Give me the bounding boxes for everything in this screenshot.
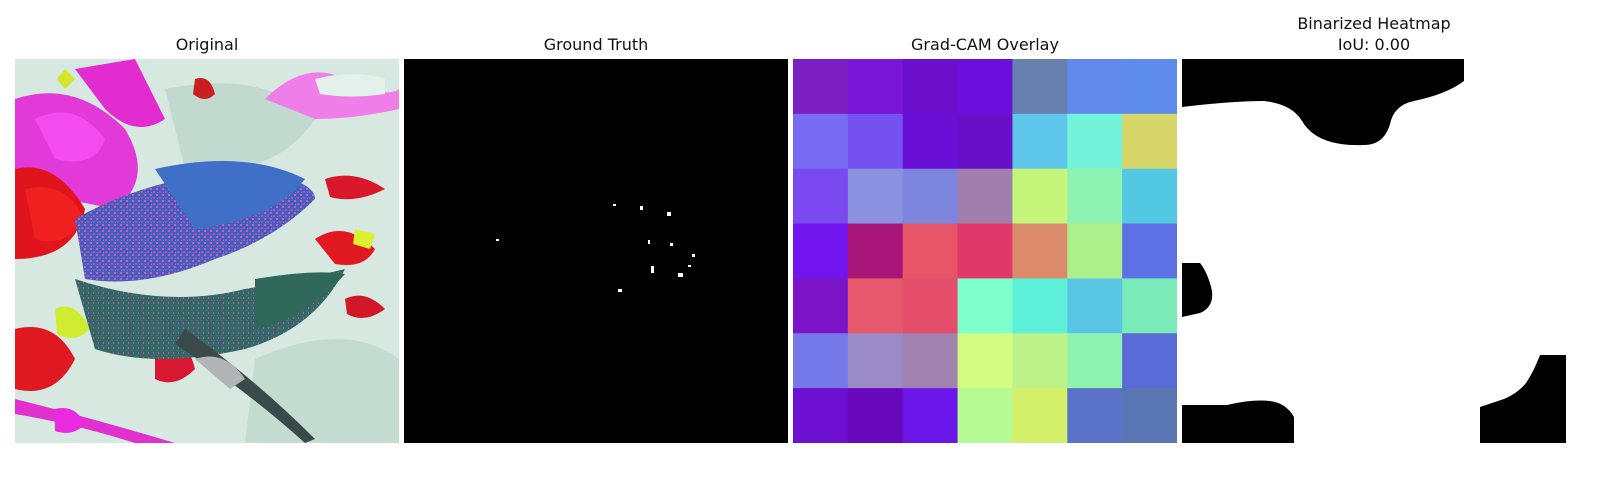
gradcam-cell: [847, 388, 904, 443]
ground-truth-mask: [404, 59, 788, 443]
gradcam-cell: [1012, 278, 1068, 334]
original-image-svg: [15, 59, 399, 443]
gradcam-cell: [1067, 278, 1123, 334]
gradcam-cell: [1012, 59, 1068, 115]
gradcam-cell: [957, 388, 1013, 443]
gradcam-cell: [1067, 223, 1123, 279]
original-title: Original: [175, 35, 239, 54]
gradcam-cell: [847, 223, 904, 279]
gradcam-cell: [902, 388, 959, 443]
gradcam-cell: [1122, 223, 1177, 279]
gradcam-cell: [1012, 113, 1068, 170]
gradcam-cell: [1122, 333, 1177, 389]
mask-pixels: [496, 204, 695, 292]
gradcam-cell: [902, 168, 959, 225]
ground-truth-title: Ground Truth: [543, 35, 649, 54]
binarized-heatmap: [1182, 59, 1566, 443]
gradcam-cell: [847, 333, 904, 389]
gradcam-cell: [1122, 278, 1177, 334]
gradcam-cell: [1122, 59, 1177, 115]
gradcam-overlay: [793, 59, 1177, 443]
gradcam-cell: [957, 59, 1013, 115]
gradcam-cell: [902, 278, 959, 334]
gradcam-cell: [1012, 388, 1068, 443]
gradcam-cell: [1067, 113, 1123, 170]
original-image: [15, 59, 399, 443]
ground-truth-svg: [404, 59, 788, 443]
gradcam-cell: [1012, 333, 1068, 389]
gradcam-cell: [957, 168, 1013, 225]
gradcam-cell: [902, 223, 959, 279]
gradcam-cell: [957, 113, 1013, 170]
gradcam-cell: [957, 333, 1013, 389]
gradcam-cell: [902, 113, 959, 170]
iou-label: IoU: 0.00: [1337, 35, 1411, 54]
gradcam-cell: [1122, 113, 1177, 170]
gradcam-cell: [793, 223, 849, 279]
gradcam-cell: [1067, 168, 1123, 225]
gradcam-cell: [847, 278, 904, 334]
gradcam-cell: [902, 59, 959, 115]
gradcam-cell: [957, 223, 1013, 279]
gradcam-cell: [1012, 223, 1068, 279]
gradcam-cell: [793, 333, 849, 389]
gradcam-cell: [847, 59, 904, 115]
gradcam-cell: [957, 278, 1013, 334]
gradcam-cell: [847, 168, 904, 225]
gradcam-cell: [902, 333, 959, 389]
gradcam-cell: [793, 388, 849, 443]
gradcam-cell: [1067, 59, 1123, 115]
gradcam-title: Grad-CAM Overlay: [911, 35, 1059, 54]
mask-background: [404, 59, 788, 443]
heatmap-background-regions: [1182, 59, 1566, 443]
gradcam-cell: [793, 168, 849, 225]
gradcam-cell: [793, 113, 849, 170]
gradcam-cell: [793, 59, 849, 115]
gradcam-cell: [1012, 168, 1068, 225]
gradcam-grid: [793, 59, 1177, 443]
gradcam-cell: [1067, 333, 1123, 389]
gradcam-cell: [1122, 388, 1177, 443]
gradcam-cell: [793, 278, 849, 334]
gradcam-cell: [1067, 388, 1123, 443]
gradcam-cell: [847, 113, 904, 170]
binarized-svg: [1182, 59, 1566, 443]
binarized-title: Binarized Heatmap: [1297, 14, 1451, 33]
gradcam-cell: [1122, 168, 1177, 225]
